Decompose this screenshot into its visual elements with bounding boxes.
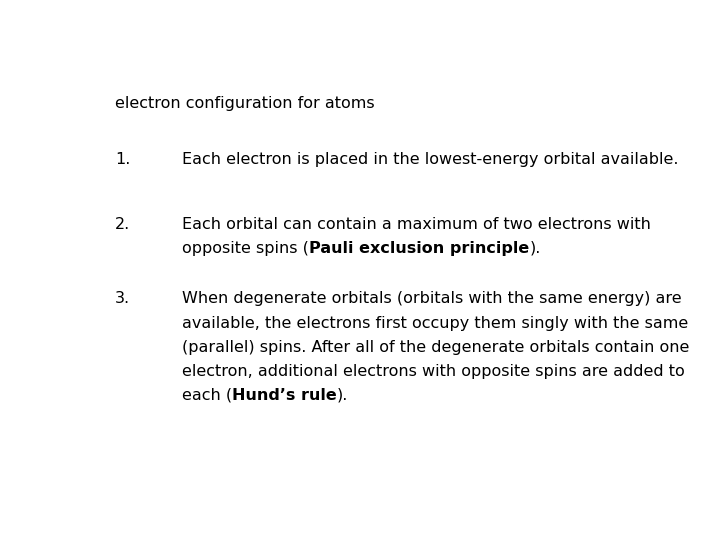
Text: electron configuration for atoms: electron configuration for atoms: [115, 96, 374, 111]
Text: Pauli exclusion principle: Pauli exclusion principle: [309, 241, 529, 255]
Text: available, the electrons first occupy them singly with the same: available, the electrons first occupy th…: [182, 315, 688, 330]
Text: ).: ).: [337, 388, 348, 403]
Text: 2.: 2.: [115, 217, 130, 232]
Text: (parallel) spins. After all of the degenerate orbitals contain one: (parallel) spins. After all of the degen…: [182, 340, 690, 355]
Text: Hund’s rule: Hund’s rule: [232, 388, 337, 403]
Text: Each orbital can contain a maximum of two electrons with: Each orbital can contain a maximum of tw…: [182, 217, 651, 232]
Text: When degenerate orbitals (orbitals with the same energy) are: When degenerate orbitals (orbitals with …: [182, 292, 682, 306]
Text: 1.: 1.: [115, 152, 130, 167]
Text: opposite spins (: opposite spins (: [182, 241, 309, 255]
Text: ).: ).: [529, 241, 541, 255]
Text: Each electron is placed in the lowest-energy orbital available.: Each electron is placed in the lowest-en…: [182, 152, 678, 167]
Text: each (: each (: [182, 388, 232, 403]
Text: 3.: 3.: [115, 292, 130, 306]
Text: electron, additional electrons with opposite spins are added to: electron, additional electrons with oppo…: [182, 364, 685, 379]
